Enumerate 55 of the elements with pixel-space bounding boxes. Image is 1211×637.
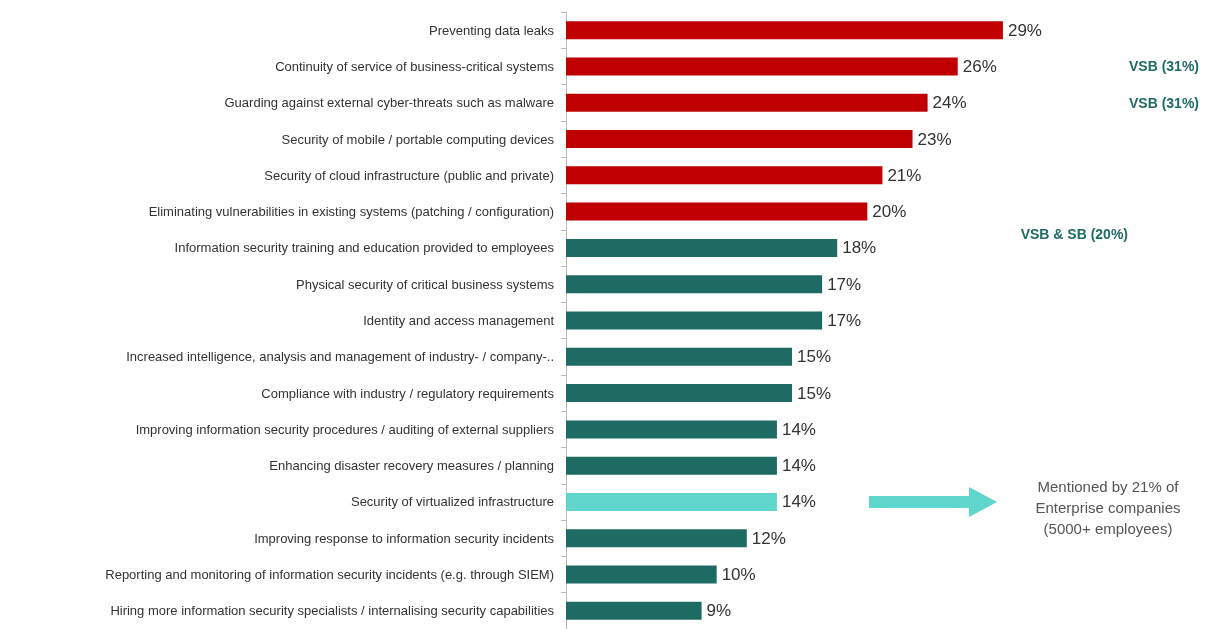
y-tick-label: Improving information security procedures / auditing of external suppliers [135,421,555,437]
data-label: 26% [962,56,997,76]
bar [566,130,913,149]
y-tick-label: Hiring more information security specialists / internalising security capabilities [110,603,555,619]
y-tick-label: Increased intelligence, analysis and management of industry- / company-.. [126,349,554,365]
bar [566,93,928,112]
bar [566,311,823,330]
bar [566,202,868,221]
bar [566,492,777,511]
data-label: 29% [1007,20,1042,40]
data-label: 21% [887,165,922,185]
bar [566,601,702,620]
text: VSB & SB (20%) [1020,225,1128,242]
data-label: 10% [721,565,756,585]
y-tick-label: Security of cloud infrastructure (public and private) [264,167,554,183]
data-label: 14% [781,419,816,439]
bar [566,456,777,475]
data-label: 15% [797,347,832,367]
y-tick-label: Eliminating vulnerabilities in existing systems (patching / configuration) [148,204,554,220]
data-label: 24% [932,93,967,113]
data-label: 9% [706,601,732,621]
bar [566,57,958,76]
text: Mentioned by 21% of Enterprise companies (5000+ employees) [1035,478,1181,538]
data-label: 17% [827,311,862,330]
y-tick-label: Guarding against external cyber-threats such as malware [224,95,554,111]
data-label: 17% [827,274,862,294]
data-label: 14% [781,492,816,512]
bar [566,384,792,403]
data-label: 15% [797,383,832,403]
data-label: 18% [842,238,877,258]
y-tick-label: Security of mobile / portable computing devices [281,131,555,147]
y-tick-label: Information security training and education provided to employees [174,240,555,256]
y-tick-label: Enhancing disaster recovery measures / planning [269,458,554,474]
data-label: 23% [917,129,952,149]
y-tick-label: Continuity of service of business-critical systems [275,58,555,74]
y-tick-label: Physical security of critical business systems [296,276,555,292]
bar [566,238,838,257]
text: VSB (31%) [1128,58,1199,75]
y-tick-label: Identity and access management [363,313,555,328]
y-tick-label: Preventing data leaks [428,22,555,38]
bar [566,21,1003,40]
y-tick-label: Compliance with industry / regulatory requirements [261,385,555,401]
data-label: 12% [751,528,786,548]
bar [566,166,883,185]
bar [566,420,777,439]
bar [566,529,747,548]
y-tick-label: Improving response to information security incidents [254,530,555,546]
data-label: 20% [872,202,907,222]
y-tick-label: Reporting and monitoring of information security incidents (e.g. through SIEM) [105,567,554,583]
bar [566,565,717,584]
data-label: 14% [781,456,816,476]
text: VSB (31%) [1128,94,1199,111]
y-tick-label: Security of virtualized infrastructure [350,494,554,510]
bar [566,347,792,366]
bar [566,275,823,294]
